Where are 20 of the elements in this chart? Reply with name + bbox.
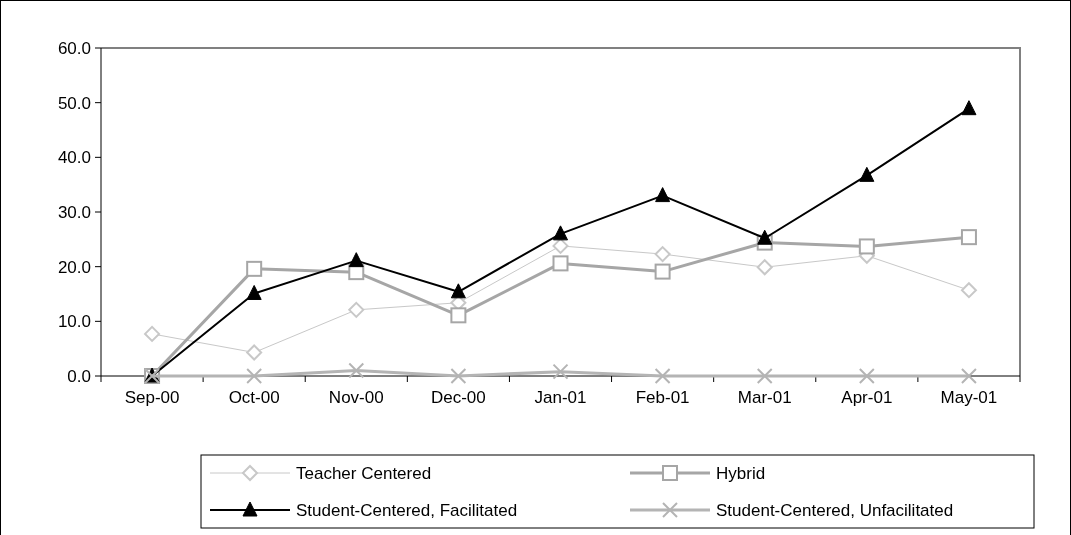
legend-label: Student-Centered, Unfacilitated (716, 500, 954, 520)
x-tick-label: Oct-00 (228, 388, 280, 407)
x-tick-label: Dec-00 (430, 388, 486, 407)
y-tick-label: 10.0 (57, 312, 91, 332)
x-tick-label: May-01 (940, 388, 998, 407)
legend-label: Student-Centered, Facilitated (296, 500, 518, 520)
x-tick-label: Nov-00 (328, 388, 384, 407)
x-tick-label: Jan-01 (534, 388, 587, 407)
y-tick-label: 40.0 (57, 148, 91, 168)
y-tick-label: 20.0 (57, 257, 91, 277)
x-tick-label: Sep-00 (124, 388, 180, 407)
y-tick-label: 50.0 (57, 93, 91, 113)
x-tick-label: Apr-01 (841, 388, 893, 407)
legend-label: Teacher Centered (296, 463, 432, 483)
legend-label: Hybrid (716, 463, 766, 483)
y-tick-label: 0.0 (67, 366, 91, 386)
x-tick-label: Mar-01 (737, 388, 792, 407)
y-tick-label: 60.0 (57, 38, 91, 58)
y-tick-label: 30.0 (57, 202, 91, 222)
x-tick-label: Feb-01 (635, 388, 690, 407)
